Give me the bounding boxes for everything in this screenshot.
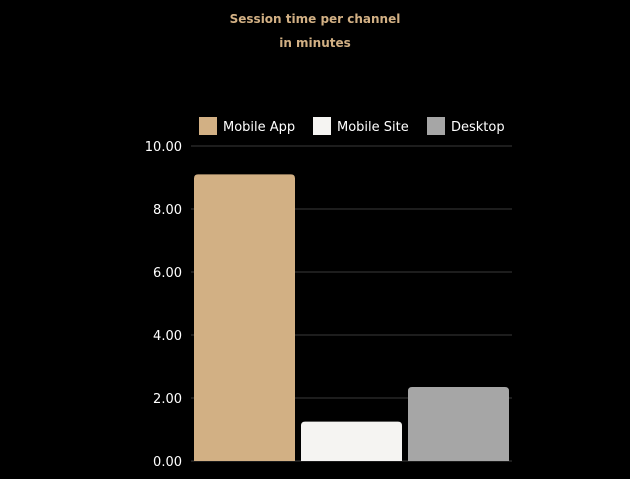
- legend-item-desktop[interactable]: Desktop: [427, 117, 505, 135]
- bars: [194, 174, 509, 461]
- chart-title: Session time per channel: [230, 12, 401, 26]
- legend-item-mobile-app[interactable]: Mobile App: [199, 117, 295, 135]
- bar-mobile-site: [301, 421, 402, 461]
- legend-item-mobile-site[interactable]: Mobile Site: [313, 117, 409, 135]
- y-tick-label: 4.00: [153, 329, 182, 344]
- y-tick-label: 0.00: [153, 455, 182, 470]
- legend-swatch: [199, 117, 217, 135]
- y-tick-label: 8.00: [153, 203, 182, 218]
- bar-mobile-app: [194, 174, 295, 461]
- y-tick-label: 6.00: [153, 266, 182, 281]
- legend-label: Mobile App: [223, 120, 295, 135]
- y-axis: 0.00 2.00 4.00 6.00 8.00 10.00: [145, 140, 182, 470]
- legend-swatch: [427, 117, 445, 135]
- y-tick-label: 10.00: [145, 140, 182, 155]
- legend-swatch: [313, 117, 331, 135]
- legend-label: Mobile Site: [337, 120, 409, 135]
- chart-subtitle: in minutes: [279, 36, 351, 50]
- legend-label: Desktop: [451, 120, 505, 135]
- y-tick-label: 2.00: [153, 392, 182, 407]
- bar-desktop: [408, 386, 509, 461]
- legend: Mobile App Mobile Site Desktop: [199, 117, 505, 135]
